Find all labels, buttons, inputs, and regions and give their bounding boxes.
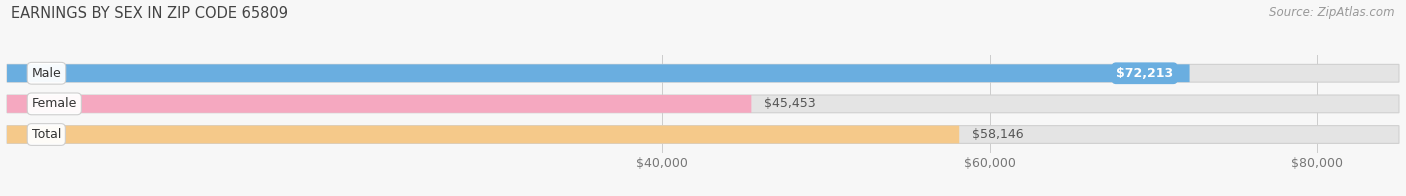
FancyBboxPatch shape xyxy=(7,95,751,113)
Text: $72,213: $72,213 xyxy=(1116,67,1173,80)
Text: Male: Male xyxy=(31,67,62,80)
Text: Female: Female xyxy=(31,97,77,110)
Text: $45,453: $45,453 xyxy=(765,97,815,110)
Text: EARNINGS BY SEX IN ZIP CODE 65809: EARNINGS BY SEX IN ZIP CODE 65809 xyxy=(11,6,288,21)
FancyBboxPatch shape xyxy=(7,126,1399,143)
FancyBboxPatch shape xyxy=(7,64,1189,82)
Text: Total: Total xyxy=(31,128,60,141)
FancyBboxPatch shape xyxy=(7,95,1399,113)
FancyBboxPatch shape xyxy=(7,126,959,143)
Text: Source: ZipAtlas.com: Source: ZipAtlas.com xyxy=(1270,6,1395,19)
Text: $58,146: $58,146 xyxy=(973,128,1024,141)
FancyBboxPatch shape xyxy=(7,64,1399,82)
